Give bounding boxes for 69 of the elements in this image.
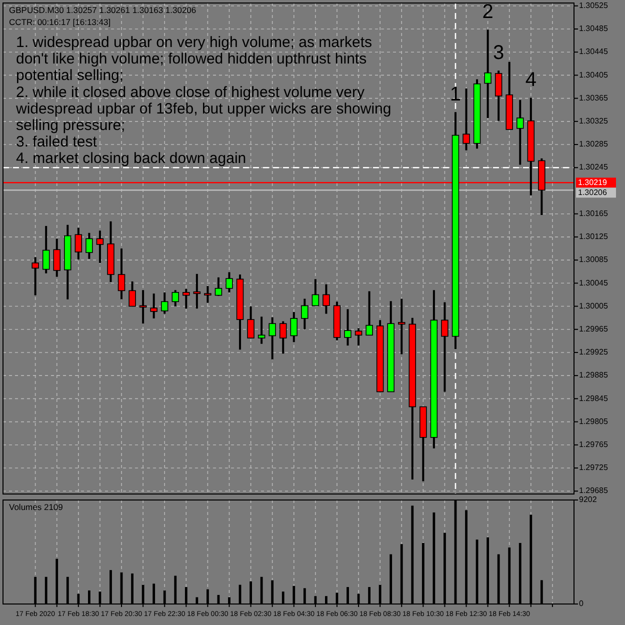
candlestick <box>290 311 298 344</box>
candlestick <box>172 289 180 308</box>
y-tick-label: 9202 <box>579 495 598 504</box>
candlestick <box>96 230 104 264</box>
ref-line-label: 1.30206 <box>578 188 608 197</box>
candlestick <box>484 28 492 119</box>
candlestick <box>128 280 136 308</box>
y-tick-label: 1.29765 <box>579 440 608 450</box>
candlestick <box>150 292 158 320</box>
y-tick-label: 1.30165 <box>579 208 608 218</box>
annotation: 3. failed test <box>16 134 98 151</box>
y-tick-label: 1.29725 <box>579 463 608 472</box>
y-tick-label: 1.29965 <box>579 324 608 334</box>
y-tick-label: 1.29805 <box>579 416 608 426</box>
candlestick <box>258 316 266 345</box>
y-tick-label: 0 <box>579 599 584 608</box>
candlestick <box>462 87 470 152</box>
y-tick-label: 1.30285 <box>579 140 608 149</box>
candlestick <box>398 298 406 356</box>
annotation: 1. widespread upbar on very high volume; as markets don't like high volume; followed hidden upthrust hints potential selling; <box>16 34 372 84</box>
annotation: 4. market closing back down again <box>16 150 246 168</box>
candlestick <box>247 305 254 340</box>
candlestick <box>193 272 201 310</box>
y-tick-label: 1.30325 <box>579 116 608 126</box>
ref-line-label: 1.30219 <box>578 178 608 187</box>
y-tick-label: 1.30125 <box>579 232 608 242</box>
candlestick <box>354 327 362 347</box>
candlestick <box>344 308 352 347</box>
candlestick <box>268 316 276 360</box>
candlestick <box>441 301 448 393</box>
candlestick <box>279 320 287 355</box>
annotation: 1 <box>450 83 462 106</box>
candlestick <box>53 238 60 278</box>
candlestick <box>312 278 320 307</box>
candlestick <box>214 276 222 297</box>
y-tick-label: 1.29685 <box>579 486 608 496</box>
candlestick <box>42 224 50 274</box>
y-tick-label: 1.29925 <box>579 348 608 357</box>
candlestick <box>204 285 212 304</box>
annotation: 2 <box>482 0 494 23</box>
y-tick-label: 1.30405 <box>579 70 608 80</box>
y-tick-label: 1.30485 <box>579 24 608 34</box>
candlestick <box>182 288 190 310</box>
y-tick-label: 1.30445 <box>579 47 608 56</box>
candlestick <box>516 99 524 166</box>
y-tick-label: 1.30525 <box>579 1 608 10</box>
y-tick-label: 1.30005 <box>579 301 608 310</box>
annotation: 4 <box>525 69 536 92</box>
y-tick-label: 1.30365 <box>579 93 608 102</box>
chart-title: Volumes 2109 <box>9 502 64 512</box>
candlestick <box>74 226 82 260</box>
annotation: 2. while it closed above close of highest volume very widespread upbar of 13feb, but upper wicks are showing selling pressure; <box>15 84 392 134</box>
annotation: 3 <box>493 42 504 64</box>
y-tick-label: 1.30085 <box>579 255 608 264</box>
y-tick-label: 1.29885 <box>579 370 608 380</box>
candlestick <box>366 290 373 336</box>
y-tick-label: 1.30045 <box>579 278 608 288</box>
candlestick <box>226 271 233 294</box>
candlestick <box>32 256 39 296</box>
candlestick <box>160 291 168 315</box>
candlestick <box>118 248 126 300</box>
candlestick <box>86 232 93 260</box>
candlestick <box>301 298 308 330</box>
candlestick <box>494 70 502 122</box>
chart-title: GBPUSD.M30 1.30257 1.30261 1.30163 1.30206 <box>9 5 196 15</box>
text: CCTR: 00:16:17 [16:13:43] <box>9 17 111 27</box>
y-tick-label: 1.29845 <box>579 394 608 403</box>
candlestick <box>322 283 330 315</box>
y-tick-label: 1.30245 <box>579 162 608 172</box>
